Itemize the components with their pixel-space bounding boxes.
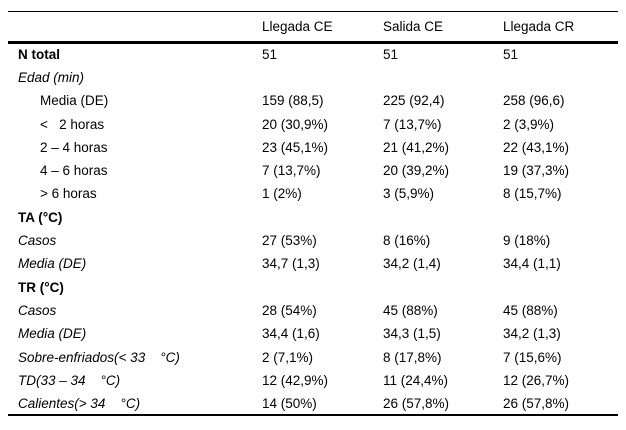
cell-value: 8 (17,8%)	[383, 349, 442, 365]
cell-value: 258 (96,6)	[503, 93, 565, 109]
cell-value	[262, 206, 383, 229]
header-empty-cell	[8, 12, 262, 43]
table-row: Media (DE) 34,7 (1,3) 34,2 (1,4) 34,4 (1,1)	[8, 252, 618, 275]
cell-value: 28 (54%)	[262, 302, 317, 318]
cell-value: 34,2 (1,3)	[503, 326, 561, 342]
row-label: TD(33 – 34 °C)	[18, 372, 121, 388]
cell-value: 34,3 (1,5)	[383, 326, 441, 342]
statistics-table-container: Llegada CE Salida CE Llegada CR N total 5…	[8, 11, 618, 416]
header-row: Llegada CE Salida CE Llegada CR	[8, 11, 618, 43]
cell-value: 51	[262, 47, 278, 63]
cell-value	[262, 66, 383, 89]
table-row: TR (°C)	[8, 275, 618, 298]
cell-value: 45 (88%)	[383, 302, 438, 318]
table-row: Calientes(> 34 °C) 14 (50%) 26 (57,8%) 26 (…	[8, 392, 618, 415]
row-label: Calientes(> 34 °C)	[18, 395, 141, 411]
cell-value: 34,2 (1,4)	[383, 256, 441, 272]
row-label: Casos	[18, 233, 57, 249]
cell-value: 45 (88%)	[503, 302, 558, 318]
cell-value: 14 (50%)	[262, 395, 317, 411]
row-label: N total	[18, 47, 60, 63]
table-row: 4 – 6 horas 7 (13,7%) 20 (39,2%) 19 (37,3%)	[8, 159, 618, 182]
cell-value: 12 (42,9%)	[262, 372, 329, 388]
cell-value: 159 (88,5)	[262, 93, 324, 109]
cell-value: 7 (13,7%)	[262, 163, 321, 179]
table-header: Llegada CE Salida CE Llegada CR	[8, 11, 618, 43]
cell-value	[383, 66, 503, 89]
cell-value: 225 (92,4)	[383, 93, 445, 109]
table-body: N total 51 51 51 Edad (min) Media (DE) 159 (88…	[8, 43, 618, 416]
table-row: > 6 horas 1 (2%) 3 (5,9%) 8 (15,7%)	[8, 182, 618, 205]
table-row: Casos 27 (53%) 8 (16%) 9 (18%)	[8, 229, 618, 252]
cell-value: 7 (15,6%)	[503, 349, 562, 365]
table-row: Sobre-enfriados(< 33 °C) 2 (7,1%) 8 (17,8%…	[8, 345, 618, 368]
table-row: 2 – 4 horas 23 (45,1%) 21 (41,2%) 22 (43,1%…	[8, 136, 618, 159]
statistics-table: Llegada CE Salida CE Llegada CR N total 5…	[8, 11, 618, 416]
cell-value: 9 (18%)	[503, 233, 551, 249]
table-row: Edad (min)	[8, 66, 618, 89]
table-row: N total 51 51 51	[8, 43, 618, 66]
row-label: Media (DE)	[40, 93, 109, 109]
cell-value	[383, 275, 503, 298]
cell-value: 20 (30,9%)	[262, 116, 329, 132]
cell-value: 34,4 (1,1)	[503, 256, 561, 272]
cell-value: 51	[503, 47, 519, 63]
cell-value: 51	[383, 47, 399, 63]
cell-value: 8 (15,7%)	[503, 186, 562, 202]
cell-value: 19 (37,3%)	[503, 163, 570, 179]
cell-value: 26 (57,8%)	[383, 395, 450, 411]
cell-value	[262, 275, 383, 298]
cell-value: 34,7 (1,3)	[262, 256, 320, 272]
cell-value: 26 (57,8%)	[503, 395, 570, 411]
row-label: < 2 horas	[40, 116, 105, 132]
cell-value: 22 (43,1%)	[503, 139, 570, 155]
row-label: Casos	[18, 302, 57, 318]
cell-value: 11 (24,4%)	[383, 372, 449, 388]
cell-value: 3 (5,9%)	[383, 186, 435, 202]
row-label: > 6 horas	[40, 186, 97, 202]
cell-value: 2 (3,9%)	[503, 116, 555, 132]
row-label: 4 – 6 horas	[40, 163, 108, 179]
table-row: Media (DE) 159 (88,5) 225 (92,4) 258 (96,6)	[8, 89, 618, 112]
header-salida-ce: Salida CE	[383, 19, 444, 34]
cell-value: 34,4 (1,6)	[262, 326, 320, 342]
cell-value: 21 (41,2%)	[383, 139, 450, 155]
row-label: Edad (min)	[18, 69, 85, 85]
row-label: TA (°C)	[18, 209, 63, 225]
table-row: Media (DE) 34,4 (1,6) 34,3 (1,5) 34,2 (1,3)	[8, 322, 618, 345]
table-row: Casos 28 (54%) 45 (88%) 45 (88%)	[8, 299, 618, 322]
row-label: 2 – 4 horas	[40, 139, 108, 155]
row-label: Media (DE)	[18, 326, 87, 342]
cell-value	[383, 206, 503, 229]
cell-value	[503, 275, 618, 298]
cell-value: 2 (7,1%)	[262, 349, 314, 365]
cell-value: 12 (26,7%)	[503, 372, 570, 388]
header-llegada-ce: Llegada CE	[262, 19, 333, 34]
row-label: Media (DE)	[18, 256, 87, 272]
cell-value: 27 (53%)	[262, 233, 317, 249]
cell-value: 23 (45,1%)	[262, 139, 329, 155]
row-label: TR (°C)	[18, 279, 64, 295]
cell-value: 8 (16%)	[383, 233, 431, 249]
row-label: Sobre-enfriados(< 33 °C)	[18, 349, 180, 365]
cell-value	[503, 66, 618, 89]
table-row: TA (°C)	[8, 206, 618, 229]
header-llegada-cr: Llegada CR	[503, 19, 575, 34]
table-row: TD(33 – 34 °C) 12 (42,9%) 11 (24,4%) 12 (26…	[8, 369, 618, 392]
table-row: < 2 horas 20 (30,9%) 7 (13,7%) 2 (3,9%)	[8, 112, 618, 135]
cell-value: 1 (2%)	[262, 186, 302, 202]
cell-value: 7 (13,7%)	[383, 116, 442, 132]
cell-value: 20 (39,2%)	[383, 163, 450, 179]
cell-value	[503, 206, 618, 229]
